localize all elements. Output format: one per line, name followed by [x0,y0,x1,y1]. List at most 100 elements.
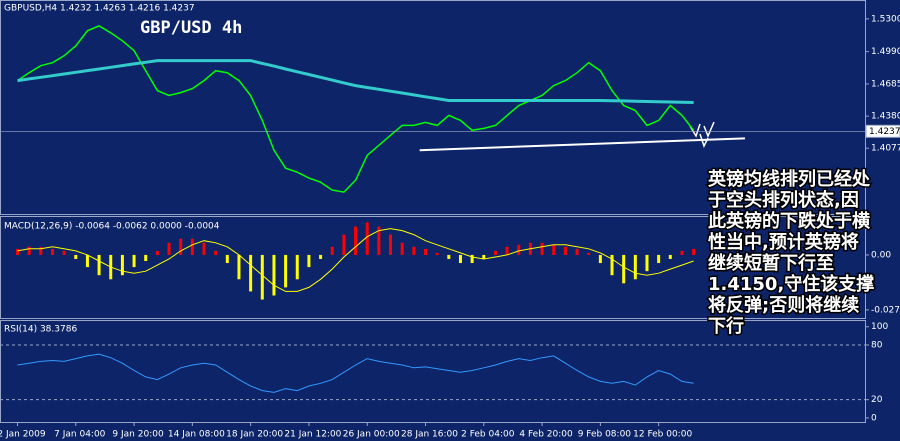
x-tick-label: 21 Jan 12:00 [284,430,341,440]
macd-title: MACD(12,26,9) -0.0064 -0.0062 0.0000 -0.… [4,222,220,232]
macd-bar [587,252,591,255]
annotation-line: 性当中,预计英镑将 [708,231,859,253]
macd-bar [132,254,136,268]
macd-bar [400,242,404,255]
macd-bar [482,254,486,259]
x-tick-label: 9 Feb 08:00 [578,430,632,440]
macd-bar [552,244,556,255]
macd-bar [62,250,66,255]
x-tick-label: 26 Jan 00:00 [343,430,400,440]
macd-bar [272,254,276,296]
macd-bar [202,242,206,255]
panel-frames [0,0,866,423]
x-tick-label: 2 Feb 04:00 [461,430,515,440]
macd-bar [225,254,229,264]
x-tick-label: 12 Feb 00:00 [633,430,692,440]
y-tick-label: 0.00 [871,250,891,260]
y-tick-label: 1.4685 [871,79,900,89]
macd-bar [15,248,19,255]
macd-bar [237,254,241,280]
macd-bar [622,254,626,284]
macd-bar [144,254,148,262]
macd-bar [458,254,462,264]
macd-bar [354,226,358,255]
signal-line [17,228,694,292]
y-tick-label: 1.4990 [871,47,900,57]
macd-bar [39,246,43,255]
macd-bar [505,246,509,255]
macd-bar [284,254,288,288]
y-tick-label: 100 [871,322,888,332]
macd-bar [633,254,637,280]
annotation-line: 将反弹;否则将继续 [708,294,859,316]
macd-bar [645,254,649,272]
macd-bar [668,254,672,259]
macd-bar [692,248,696,255]
macd-bar [447,254,451,259]
last-price-box [865,124,900,138]
macd-bar [74,254,78,259]
last-price-label: 1.4237 [869,127,900,137]
x-tick-label: 14 Jan 08:00 [168,430,225,440]
macd-bar [424,248,428,255]
macd-bar [97,254,101,276]
price-title: GBPUSD,H4 1.4232 1.4263 1.4216 1.4237 [4,4,195,14]
annotation-line: 继续短暂下行至 [708,252,834,274]
macd-bar [610,254,614,276]
annotation-line: 1.4150,守住该支撑 [708,273,874,295]
y-tick-label: 1.4380 [871,112,900,122]
macd-bar [330,246,334,255]
macd-bar [389,234,393,255]
macd-bar [120,254,124,276]
macd-bar [412,246,416,255]
macd-bar [260,254,264,300]
macd-bar [249,254,253,292]
macd-bar [319,254,323,259]
rsi-title: RSI(14) 38.3786 [4,325,77,335]
x-tick-label: 9 Jan 20:00 [112,430,164,440]
y-tick-label: 1.5300 [871,14,900,24]
macd-bar [179,238,183,255]
x-tick-label: 28 Jan 16:00 [401,430,458,440]
series-line [17,59,694,104]
macd-panel [0,216,866,319]
macd-bar [295,254,299,280]
macd-bar [27,246,31,255]
x-tick-label: 18 Jan 20:00 [226,430,283,440]
macd-bar [563,246,567,255]
macd-bar [377,226,381,255]
y-tick-label: 1.4077 [871,144,900,154]
macd-bar [155,250,159,255]
macd-bar [575,248,579,255]
annotation-line: 英镑均线排列已经处 [707,168,871,190]
macd-bar [365,222,369,255]
macd-bar [598,254,602,264]
y-tick-label: 20 [871,395,883,405]
macd-bar [470,254,474,264]
macd-bar [493,250,497,255]
macd-bar [517,244,521,255]
x-tick-label: 4 Feb 20:00 [519,430,573,440]
price-panel [0,0,866,215]
macd-bar [342,234,346,255]
macd-bar [214,250,218,255]
macd-bar [85,254,89,268]
x-tick-label: 7 Jan 04:00 [54,430,106,440]
macd-bar [540,242,544,255]
rsi-panel [0,320,866,423]
macd-bar [167,242,171,255]
macd-bar [680,250,684,255]
x-tick-label: 2 Jan 2009 [0,430,46,440]
macd-bar [50,248,54,255]
macd-bar [657,254,661,264]
trend-line [419,137,745,152]
annotation-line: 下行 [708,315,744,337]
macd-bar [307,254,311,268]
annotation-line: 此英镑的下跌处于横 [708,210,871,232]
series-line [17,353,694,393]
subtitle: GBP/USD 4h [140,18,242,38]
y-tick-label: 80 [871,340,883,350]
